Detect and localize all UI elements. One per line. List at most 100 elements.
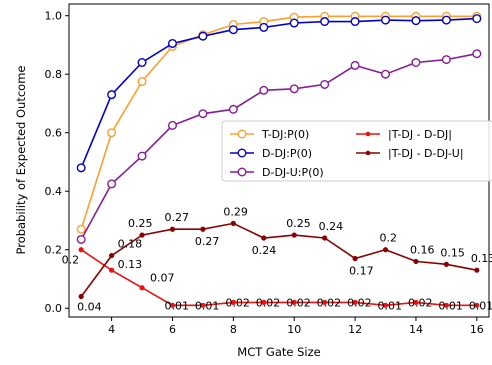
data-point (230, 299, 236, 305)
x-tick-label: 8 (230, 323, 237, 336)
data-point (411, 58, 421, 68)
data-label: 0.18 (118, 238, 143, 251)
y-tick-label: 0.6 (45, 127, 63, 140)
data-point (107, 90, 117, 100)
data-point (200, 302, 206, 308)
legend-marker (365, 131, 371, 137)
data-point (139, 285, 145, 291)
data-label: 0.13 (118, 258, 143, 271)
data-label: 0.25 (286, 217, 311, 230)
series-line (80, 15, 477, 230)
legend-label: D-DJ:P(0) (262, 147, 312, 160)
data-point (78, 247, 84, 253)
data-label: 0.24 (252, 244, 276, 257)
data-point (320, 17, 330, 27)
data-point (107, 179, 117, 189)
data-label: 0.02 (286, 296, 311, 309)
legend-items: T-DJ:P(0) D-DJ:P(0) D-DJ-U:P(0) |T-DJ - D-D… (230, 128, 464, 179)
data-point (381, 15, 391, 25)
data-point (443, 261, 449, 267)
data-point (230, 220, 236, 226)
data-point (137, 77, 147, 87)
data-label: 0.13 (471, 252, 492, 265)
data-point (413, 258, 419, 265)
legend-marker (365, 150, 371, 156)
data-label: 0.15 (440, 246, 465, 259)
x-tick-label: 14 (409, 323, 423, 336)
legend-label: D-DJ-U:P(0) (262, 166, 324, 179)
data-point (291, 299, 297, 305)
data-label: 0.01 (469, 299, 492, 312)
series-line (80, 52, 477, 240)
y-tick-label: 0.4 (45, 185, 63, 198)
data-label: 0.25 (128, 217, 153, 230)
data-label: 0.29 (223, 205, 248, 218)
data-point (441, 55, 451, 65)
data-point (472, 14, 482, 24)
data-label: 0.16 (410, 243, 435, 256)
y-axis-label: Probability of Expected Outcome (14, 66, 28, 255)
data-point (441, 15, 451, 25)
data-point (320, 79, 330, 89)
data-point (350, 60, 360, 70)
data-label: 0.24 (319, 220, 344, 233)
data-label: 0.01 (164, 299, 189, 312)
y-axis-ticks: 0.0 0.2 0.4 0.6 0.8 1.0 (45, 10, 69, 315)
data-label: 0.01 (195, 299, 220, 312)
data-point (139, 232, 145, 238)
data-point (322, 235, 328, 241)
data-point (289, 18, 299, 28)
data-label: 0.02 (347, 296, 372, 309)
y-tick-label: 1.0 (45, 10, 63, 23)
data-label: 0.01 (438, 299, 463, 312)
data-label: 0.02 (256, 296, 280, 309)
data-point (411, 16, 421, 26)
legend-marker (237, 148, 247, 158)
legend: T-DJ:P(0) D-DJ:P(0) D-DJ-U:P(0) |T-DJ - D-D… (221, 120, 492, 182)
data-point (137, 58, 147, 68)
data-point (289, 84, 299, 94)
data-point (352, 255, 358, 262)
data-label: 0.02 (408, 296, 433, 309)
data-point (109, 267, 115, 273)
data-point (474, 267, 480, 273)
data-label: 0.27 (195, 235, 220, 248)
data-point (167, 38, 177, 48)
data-point (167, 120, 177, 130)
legend-label: T-DJ:P(0) (261, 128, 309, 141)
data-point (352, 299, 358, 305)
legend-label: |T-DJ - D-DJ| (388, 128, 452, 141)
data-point (76, 224, 86, 234)
data-label: 0.02 (225, 296, 250, 309)
data-point (259, 85, 269, 95)
data-point (198, 109, 208, 119)
legend-label: |T-DJ - D-DJ-U| (388, 147, 464, 160)
legend-box (221, 120, 492, 182)
legend-marker (237, 129, 247, 139)
data-point (76, 234, 86, 244)
data-point (291, 232, 297, 238)
x-tick-label: 4 (108, 323, 115, 336)
data-point (322, 299, 328, 305)
x-tick-label: 10 (287, 323, 301, 336)
series-line (80, 249, 477, 307)
data-label-layer: 0.2 0.13 0.07 0.01 0.01 0.02 0.02 0.02 0.02 0.02 0… (62, 205, 492, 313)
data-label: 0.04 (77, 301, 102, 314)
x-axis-ticks: 4 6 8 10 12 14 16 (108, 317, 484, 336)
data-point (474, 302, 480, 308)
data-point (137, 151, 147, 161)
data-point (382, 247, 389, 253)
x-tick-label: 12 (348, 323, 362, 336)
data-point (228, 25, 238, 35)
data-label: 0.07 (150, 272, 175, 285)
data-label: 0.02 (317, 296, 342, 309)
data-point (381, 69, 391, 79)
data-label: 0.17 (349, 264, 374, 277)
data-point (109, 252, 115, 259)
x-axis-label: MCT Gate Size (237, 345, 320, 359)
data-point (261, 299, 267, 305)
data-point (259, 22, 269, 32)
data-point (107, 128, 117, 138)
data-point (169, 226, 176, 232)
